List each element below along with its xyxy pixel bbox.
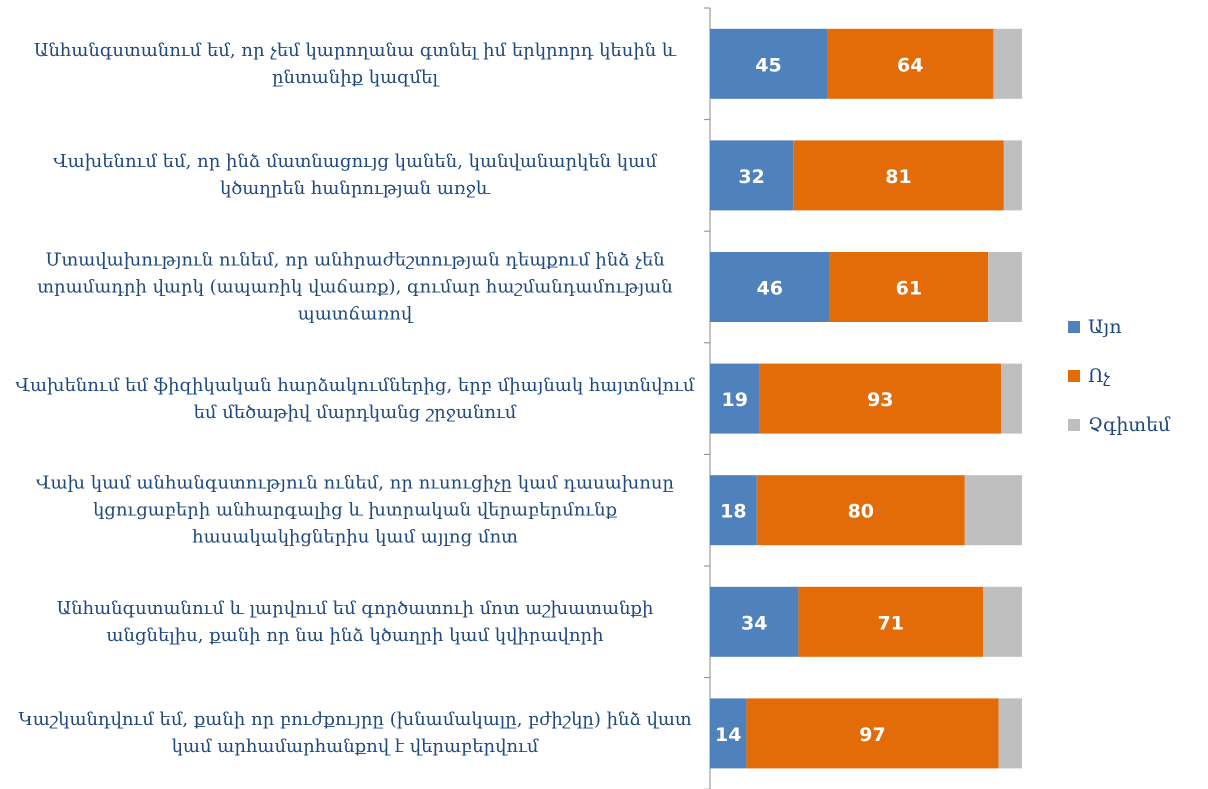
bar-segment (988, 252, 1022, 322)
data-label: 80 (848, 501, 874, 523)
bar-segment (746, 698, 999, 769)
bar-segment (756, 475, 965, 546)
bar-segment (964, 475, 1022, 546)
category-label: Մտավախություն ունեմ, որ անհրաժեշտության … (37, 249, 673, 325)
data-label: 45 (755, 54, 781, 76)
bar-segment (710, 363, 760, 434)
bar-segment (710, 252, 830, 322)
bar-segment (710, 28, 827, 99)
data-label: 14 (715, 724, 741, 746)
category-label: Վախենում եմ ֆիզիկական հարձակումներից, եր… (15, 374, 695, 423)
category-label: Վախենում եմ, որ ինձ մատնացույց կանեն, կա… (53, 151, 657, 200)
data-label: 93 (867, 389, 893, 411)
bar-segment (829, 252, 989, 322)
bar-segment (710, 698, 747, 769)
data-label: 61 (896, 278, 922, 300)
category-label: Վախ կամ անհանգստություն ունեմ, որ ուսուց… (36, 472, 674, 548)
bar-segment (1003, 140, 1022, 211)
data-label: 81 (885, 166, 911, 188)
legend-label: Ոչ (1088, 365, 1110, 387)
legend-label: Չգիտեմ (1088, 414, 1171, 436)
data-label: 18 (720, 501, 746, 523)
data-label: 34 (741, 612, 767, 634)
bar-segment (759, 363, 1002, 434)
bar-segment (710, 475, 757, 546)
legend-swatch (1068, 370, 1080, 382)
data-label: 97 (859, 724, 885, 746)
category-label: Անհանգստանում և լարվում եմ գործատուի մոտ… (56, 597, 654, 646)
bar-segment (798, 586, 983, 657)
data-label: 71 (877, 612, 903, 634)
data-label: 64 (897, 54, 923, 76)
category-label: Անհանգստանում եմ, որ չեմ կարողանա գտնել … (33, 39, 677, 88)
legend-label: Այո (1088, 316, 1122, 338)
data-label: 46 (757, 278, 783, 300)
category-label: Կաշկանդվում եմ, քանի որ բուժքույրը (խնամ… (18, 709, 692, 758)
legend-swatch (1068, 419, 1080, 431)
bar-segment (998, 698, 1022, 769)
bar-segment (983, 586, 1022, 657)
data-label: 32 (738, 166, 764, 188)
bar-segment (827, 28, 994, 99)
bar-segment (710, 586, 799, 657)
bar-segment (710, 140, 794, 211)
bar-segment (1001, 363, 1022, 434)
legend-swatch (1068, 321, 1080, 333)
bar-segment (993, 28, 1022, 99)
bar-segment (793, 140, 1004, 211)
data-label: 19 (721, 389, 747, 411)
